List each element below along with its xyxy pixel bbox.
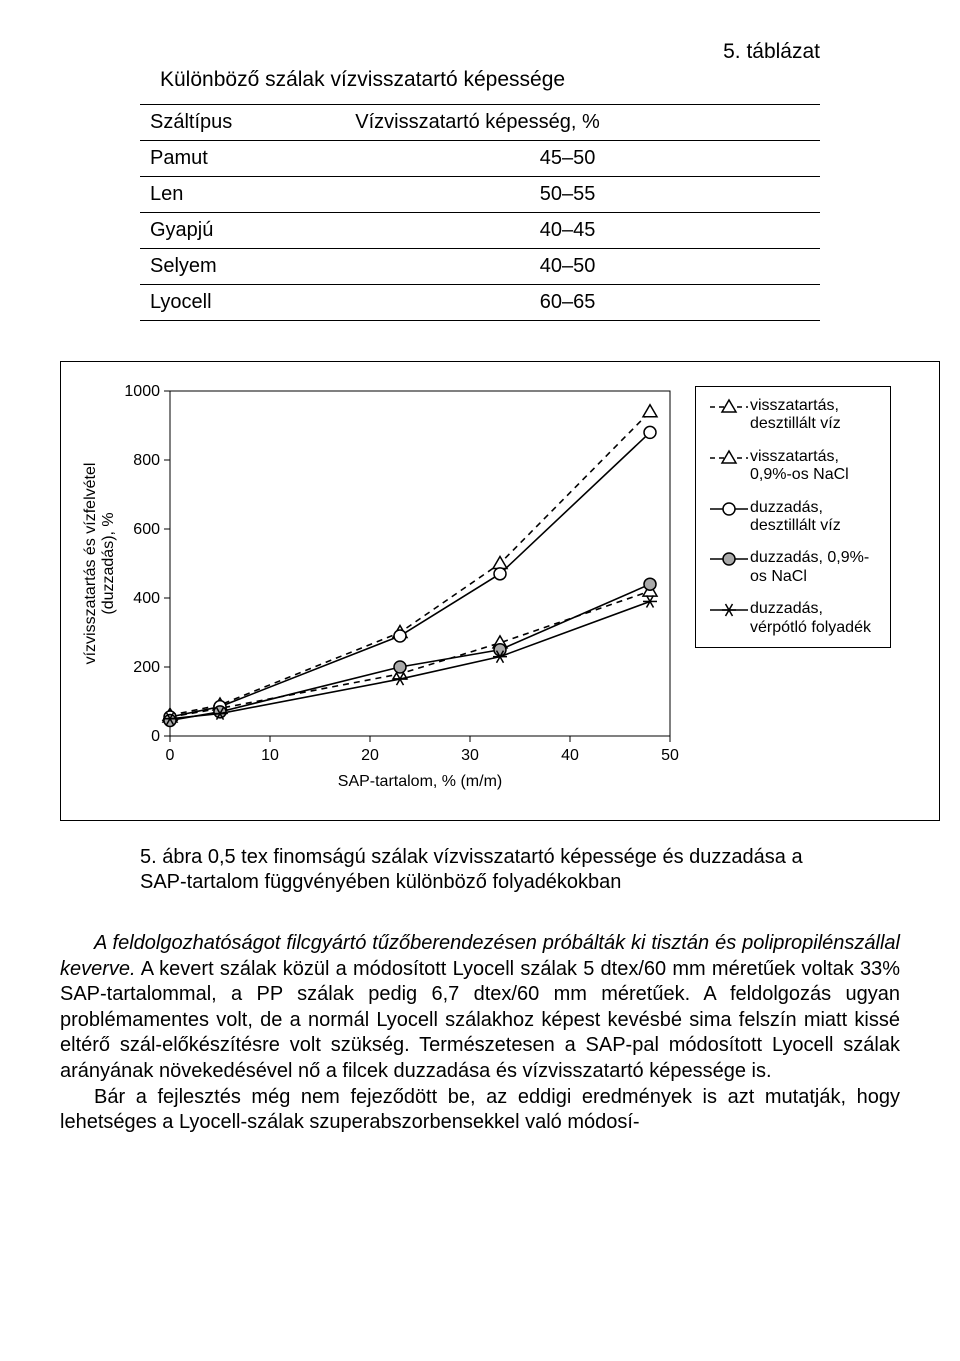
- col-header-type: Száltípus: [140, 105, 315, 141]
- legend-item: visszatartás, desztillált víz: [708, 397, 878, 434]
- legend-marker-icon: [708, 448, 750, 468]
- legend-label: duzzadás, desztillált víz: [750, 499, 878, 536]
- cell-type: Gyapjú: [140, 213, 315, 249]
- svg-text:10: 10: [261, 747, 279, 764]
- cell-value: 40–45: [315, 213, 820, 249]
- svg-text:(duzzadás), %: (duzzadás), %: [100, 512, 117, 614]
- cell-type: Pamut: [140, 141, 315, 177]
- svg-text:1000: 1000: [124, 383, 160, 400]
- svg-text:200: 200: [133, 659, 160, 676]
- cell-type: Len: [140, 177, 315, 213]
- figure-caption: 5. ábra 0,5 tex finomságú szálak vízviss…: [140, 845, 840, 895]
- svg-text:20: 20: [361, 747, 379, 764]
- cell-value: 45–50: [315, 141, 820, 177]
- p2: Bár a fejlesztés még nem fejeződött be, …: [60, 1085, 900, 1136]
- legend-label: visszatartás, desztillált víz: [750, 397, 878, 434]
- water-retention-table: Száltípus Vízvisszatartó képesség, % Pam…: [140, 104, 820, 321]
- cell-value: 40–50: [315, 249, 820, 285]
- legend-marker-icon: [708, 600, 750, 620]
- table-row: Gyapjú40–45: [140, 213, 820, 249]
- cell-value: 60–65: [315, 285, 820, 321]
- svg-text:40: 40: [561, 747, 579, 764]
- cell-type: Selyem: [140, 249, 315, 285]
- table-row: Selyem40–50: [140, 249, 820, 285]
- svg-text:vízvisszatartás és vízfelvétel: vízvisszatartás és vízfelvétel: [82, 463, 99, 665]
- legend-item: duzzadás, vérpótló folyadék: [708, 600, 878, 637]
- table-number: 5. táblázat: [60, 40, 820, 64]
- svg-text:SAP-tartalom, % (m/m): SAP-tartalom, % (m/m): [338, 773, 502, 790]
- legend-item: visszatartás, 0,9%-os NaCl: [708, 448, 878, 485]
- legend-item: duzzadás, 0,9%-os NaCl: [708, 549, 878, 586]
- svg-text:600: 600: [133, 521, 160, 538]
- svg-text:30: 30: [461, 747, 479, 764]
- legend-label: duzzadás, 0,9%-os NaCl: [750, 549, 878, 586]
- cell-type: Lyocell: [140, 285, 315, 321]
- svg-text:800: 800: [133, 452, 160, 469]
- legend-marker-icon: [708, 549, 750, 569]
- cell-value: 50–55: [315, 177, 820, 213]
- legend-marker-icon: [708, 499, 750, 519]
- legend-item: duzzadás, desztillált víz: [708, 499, 878, 536]
- table-row: Lyocell60–65: [140, 285, 820, 321]
- legend-label: duzzadás, vérpótló folyadék: [750, 600, 878, 637]
- chart-legend: visszatartás, desztillált víz visszatartá…: [695, 386, 891, 648]
- table-title: Különböző szálak vízvisszatartó képesség…: [160, 68, 900, 92]
- body-text: A feldolgozhatóságot filcgyártó tűzőbere…: [60, 931, 900, 1136]
- svg-text:0: 0: [151, 728, 160, 745]
- table-row: Pamut45–50: [140, 141, 820, 177]
- line-chart: 0 200 400 600 800 1000 0 10 20 30 40 50 SAP-tartalom…: [75, 376, 695, 806]
- legend-label: visszatartás, 0,9%-os NaCl: [750, 448, 878, 485]
- svg-text:50: 50: [661, 747, 679, 764]
- svg-text:0: 0: [166, 747, 175, 764]
- p1-rest: A kevert szálak közül a módosított Lyoce…: [60, 958, 900, 1082]
- svg-text:400: 400: [133, 590, 160, 607]
- chart-container: 0 200 400 600 800 1000 0 10 20 30 40 50 SAP-tartalom…: [60, 361, 940, 821]
- table-row: Len50–55: [140, 177, 820, 213]
- col-header-value: Vízvisszatartó képesség, %: [315, 105, 820, 141]
- legend-marker-icon: [708, 397, 750, 417]
